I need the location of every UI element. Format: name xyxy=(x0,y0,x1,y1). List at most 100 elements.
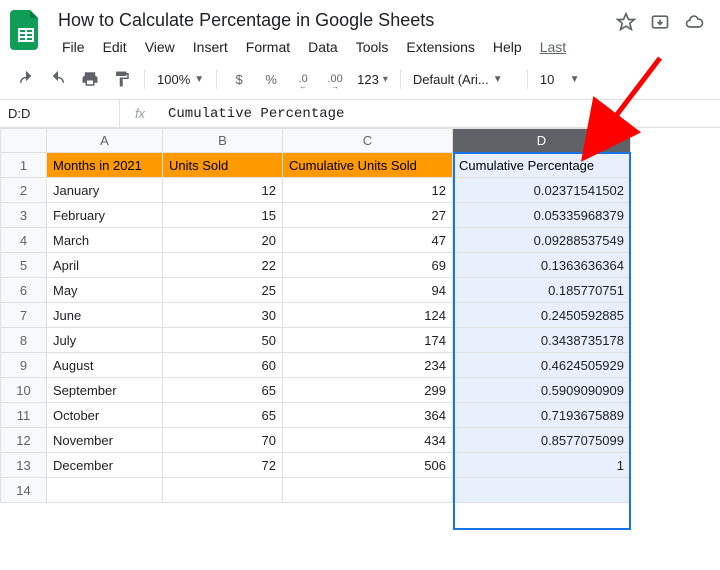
row-header[interactable]: 3 xyxy=(1,203,47,228)
menu-file[interactable]: File xyxy=(54,35,93,59)
sheets-logo[interactable] xyxy=(8,8,44,52)
font-size-dropdown[interactable]: 10 ▼ xyxy=(536,72,584,87)
cell[interactable]: 20 xyxy=(163,228,283,253)
cell[interactable]: 72 xyxy=(163,453,283,478)
cell[interactable]: 15 xyxy=(163,203,283,228)
row-header[interactable]: 5 xyxy=(1,253,47,278)
cloud-icon[interactable] xyxy=(684,12,704,32)
col-header-c[interactable]: C xyxy=(283,129,453,153)
menu-format[interactable]: Format xyxy=(238,35,298,59)
cell[interactable]: 0.185770751 xyxy=(453,278,631,303)
formula-input[interactable]: Cumulative Percentage xyxy=(160,106,720,122)
cell[interactable]: 0.02371541502 xyxy=(453,178,631,203)
cell[interactable]: 364 xyxy=(283,403,453,428)
cell[interactable]: September xyxy=(47,378,163,403)
row-header[interactable]: 13 xyxy=(1,453,47,478)
zoom-dropdown[interactable]: 100%▼ xyxy=(153,72,208,87)
cell[interactable]: 299 xyxy=(283,378,453,403)
col-header-a[interactable]: A xyxy=(47,129,163,153)
menu-extensions[interactable]: Extensions xyxy=(398,35,482,59)
cell[interactable]: March xyxy=(47,228,163,253)
cell[interactable]: 22 xyxy=(163,253,283,278)
cell[interactable]: 0.8577075099 xyxy=(453,428,631,453)
cell[interactable]: May xyxy=(47,278,163,303)
cell[interactable]: April xyxy=(47,253,163,278)
cell[interactable]: January xyxy=(47,178,163,203)
row-header[interactable]: 4 xyxy=(1,228,47,253)
cell[interactable]: 70 xyxy=(163,428,283,453)
cell[interactable]: 0.2450592885 xyxy=(453,303,631,328)
redo-button[interactable] xyxy=(44,65,72,93)
cell[interactable]: February xyxy=(47,203,163,228)
cell[interactable]: 0.3438735178 xyxy=(453,328,631,353)
percent-button[interactable]: % xyxy=(257,65,285,93)
cell[interactable]: 30 xyxy=(163,303,283,328)
font-dropdown[interactable]: Default (Ari...▼ xyxy=(409,72,519,87)
cell[interactable]: Cumulative Percentage xyxy=(453,153,631,178)
cell[interactable]: 0.5909090909 xyxy=(453,378,631,403)
currency-button[interactable]: $ xyxy=(225,65,253,93)
cell[interactable]: Cumulative Units Sold xyxy=(283,153,453,178)
row-header[interactable]: 14 xyxy=(1,478,47,503)
print-button[interactable] xyxy=(76,65,104,93)
row-header[interactable]: 7 xyxy=(1,303,47,328)
cell[interactable]: 94 xyxy=(283,278,453,303)
cell[interactable]: December xyxy=(47,453,163,478)
row-header[interactable]: 6 xyxy=(1,278,47,303)
row-header[interactable]: 9 xyxy=(1,353,47,378)
cell[interactable]: 65 xyxy=(163,378,283,403)
row-header[interactable]: 11 xyxy=(1,403,47,428)
cell[interactable] xyxy=(283,478,453,503)
cell[interactable]: 65 xyxy=(163,403,283,428)
menu-last[interactable]: Last xyxy=(532,35,574,59)
row-header[interactable]: 8 xyxy=(1,328,47,353)
cell[interactable]: November xyxy=(47,428,163,453)
row-header[interactable]: 2 xyxy=(1,178,47,203)
cell[interactable]: 0.4624505929 xyxy=(453,353,631,378)
cell[interactable]: 0.05335968379 xyxy=(453,203,631,228)
cell[interactable]: Months in 2021 xyxy=(47,153,163,178)
cell[interactable]: 506 xyxy=(283,453,453,478)
cell[interactable]: 27 xyxy=(283,203,453,228)
cell[interactable] xyxy=(163,478,283,503)
cell[interactable]: 25 xyxy=(163,278,283,303)
cell[interactable]: 0.7193675889 xyxy=(453,403,631,428)
increase-decimal-button[interactable]: .00→ xyxy=(321,65,349,93)
cell[interactable]: 174 xyxy=(283,328,453,353)
cell[interactable]: 124 xyxy=(283,303,453,328)
row-header[interactable]: 12 xyxy=(1,428,47,453)
move-icon[interactable] xyxy=(650,12,670,32)
cell[interactable]: 12 xyxy=(283,178,453,203)
cell[interactable]: 0.1363636364 xyxy=(453,253,631,278)
menu-view[interactable]: View xyxy=(137,35,183,59)
cell[interactable]: 69 xyxy=(283,253,453,278)
cell[interactable]: July xyxy=(47,328,163,353)
cell[interactable]: October xyxy=(47,403,163,428)
cell[interactable]: 60 xyxy=(163,353,283,378)
cell[interactable]: 12 xyxy=(163,178,283,203)
cell[interactable]: 434 xyxy=(283,428,453,453)
cell[interactable]: August xyxy=(47,353,163,378)
menu-tools[interactable]: Tools xyxy=(348,35,397,59)
cell[interactable]: June xyxy=(47,303,163,328)
menu-help[interactable]: Help xyxy=(485,35,530,59)
undo-button[interactable] xyxy=(12,65,40,93)
cell[interactable] xyxy=(47,478,163,503)
cell[interactable]: Units Sold xyxy=(163,153,283,178)
star-icon[interactable] xyxy=(616,12,636,32)
cell[interactable]: 234 xyxy=(283,353,453,378)
col-header-b[interactable]: B xyxy=(163,129,283,153)
cell[interactable] xyxy=(453,478,631,503)
menu-insert[interactable]: Insert xyxy=(185,35,236,59)
decrease-decimal-button[interactable]: .0← xyxy=(289,65,317,93)
cell[interactable]: 47 xyxy=(283,228,453,253)
select-all-corner[interactable] xyxy=(1,129,47,153)
number-format-dropdown[interactable]: 123▾ xyxy=(353,72,392,87)
doc-title[interactable]: How to Calculate Percentage in Google Sh… xyxy=(54,8,606,33)
col-header-d[interactable]: D xyxy=(453,129,631,153)
cell[interactable]: 50 xyxy=(163,328,283,353)
cell[interactable]: 0.09288537549 xyxy=(453,228,631,253)
cell[interactable]: 1 xyxy=(453,453,631,478)
row-header[interactable]: 10 xyxy=(1,378,47,403)
row-header[interactable]: 1 xyxy=(1,153,47,178)
